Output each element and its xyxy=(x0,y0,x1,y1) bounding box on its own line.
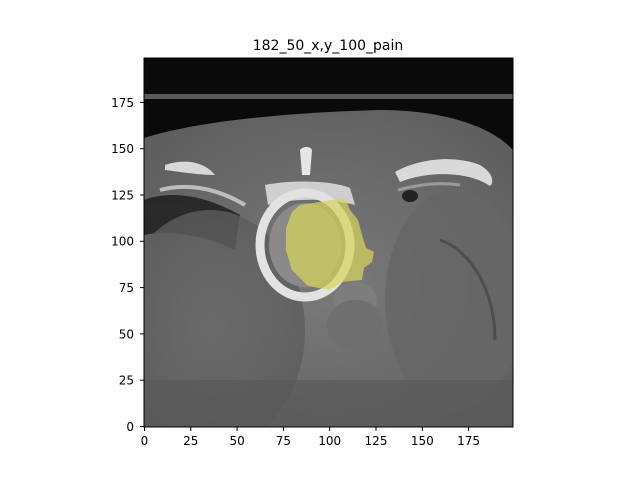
x-axis: 0 25 50 75 100 125 150 175 xyxy=(141,427,480,448)
ct-scan-image xyxy=(144,58,513,427)
y-tick-label: 125 xyxy=(111,188,134,202)
x-tick-label: 125 xyxy=(365,434,388,448)
y-tick-label: 75 xyxy=(119,281,134,295)
chart-title: 182_50_x,y_100_pain xyxy=(253,38,404,54)
x-tick-label: 75 xyxy=(276,434,291,448)
segmentation-overlay xyxy=(286,198,374,290)
y-axis: 0 25 50 75 100 125 150 175 xyxy=(111,96,144,434)
axes-frame xyxy=(143,57,514,428)
y-tick-label: 100 xyxy=(111,235,134,249)
y-tick-label: 50 xyxy=(119,327,134,341)
x-tick-label: 25 xyxy=(183,434,198,448)
y-tick-label: 25 xyxy=(119,374,134,388)
x-tick-label: 150 xyxy=(411,434,434,448)
y-tick-label: 0 xyxy=(126,420,134,434)
y-tick-label: 175 xyxy=(111,96,134,110)
x-tick-label: 50 xyxy=(229,434,244,448)
x-tick-label: 0 xyxy=(141,434,149,448)
y-tick-label: 150 xyxy=(111,142,134,156)
x-tick-label: 100 xyxy=(318,434,341,448)
x-tick-label: 175 xyxy=(457,434,480,448)
